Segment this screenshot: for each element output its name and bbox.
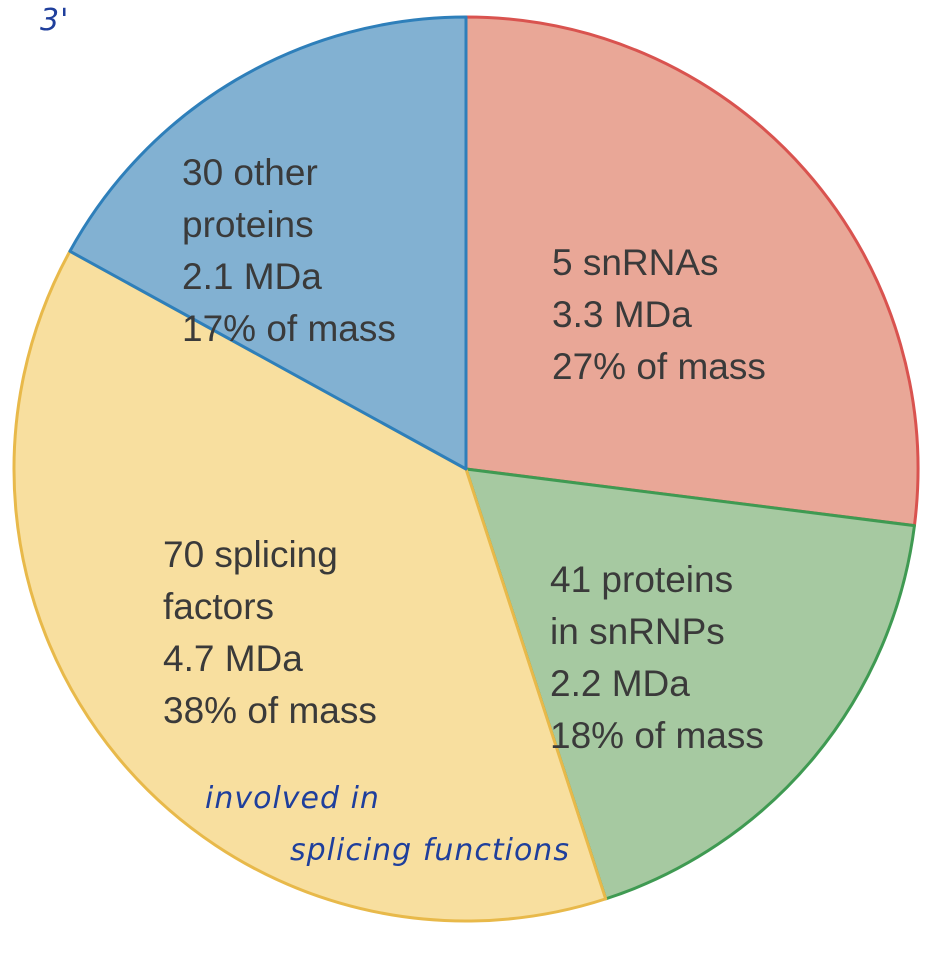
pie-slice-label-line: 30 other	[182, 152, 318, 193]
pie-slice-label-line: 2.1 MDa	[182, 256, 322, 297]
pie-slice-label-line: 41 proteins	[550, 559, 733, 600]
pie-slice-label-line: 2.2 MDa	[550, 663, 690, 704]
pie-slice-label-2: 41 proteins in snRNPs 2.2 MDa 18% of mass	[550, 559, 764, 756]
pie-slice-2	[464, 467, 916, 901]
pie-slice-label-1: 5 snRNAs 3.3 MDa 27% of mass	[552, 242, 766, 387]
pie-slice-label-line: proteins	[182, 204, 314, 245]
pie-slice-4	[68, 15, 468, 471]
pie-slice-3	[12, 249, 608, 923]
pie-slices	[12, 15, 920, 923]
pie-slice-label-line: 17% of mass	[182, 308, 396, 349]
handwritten-note-involved: involved in	[205, 781, 380, 816]
pie-slice-label-line: 5 snRNAs	[552, 242, 719, 283]
pie-labels: 5 snRNAs 3.3 MDa 27% of mass 41 proteins in …	[163, 152, 766, 756]
pie-slice-label-line: factors	[163, 586, 274, 627]
pie-slice-label-line: 4.7 MDa	[163, 638, 303, 679]
handwritten-note-3prime: 3'	[40, 3, 69, 38]
pie-slice-label-line: 3.3 MDa	[552, 294, 692, 335]
pie-slice-label-4: 30 other proteins 2.1 MDa 17% of mass	[182, 152, 396, 349]
pie-slice-label-line: 38% of mass	[163, 690, 377, 731]
pie-slice-1	[464, 15, 920, 528]
pie-slice-label-line: 27% of mass	[552, 346, 766, 387]
handwritten-note-splicing-functions: splicing functions	[290, 833, 570, 868]
pie-slice-label-line: 70 splicing	[163, 534, 338, 575]
pie-slice-label-line: 18% of mass	[550, 715, 764, 756]
pie-slice-label-3: 70 splicing factors 4.7 MDa 38% of mass	[163, 534, 377, 731]
pie-slice-label-line: in snRNPs	[550, 611, 725, 652]
